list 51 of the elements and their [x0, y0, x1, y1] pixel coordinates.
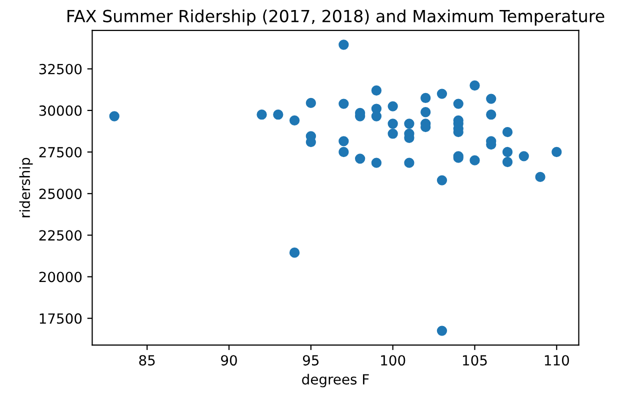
point [338, 146, 349, 158]
point [289, 115, 300, 126]
point [273, 110, 284, 120]
x-axis-title: degrees F [302, 374, 369, 388]
point [354, 154, 366, 164]
point [453, 98, 464, 109]
point [552, 146, 562, 158]
point [338, 40, 349, 50]
point [420, 92, 431, 104]
point [486, 110, 496, 120]
y-tick-label: 22500 [39, 230, 82, 241]
x-tick-label: 100 [381, 355, 406, 366]
point [289, 248, 300, 258]
point [436, 326, 448, 336]
point [535, 172, 546, 182]
x-tick-label: 95 [302, 355, 319, 366]
y-tick-label: 32500 [39, 64, 82, 74]
point [502, 146, 513, 158]
x-tick-label: 85 [139, 355, 155, 366]
y-axis-title: ridership [19, 158, 33, 218]
point [486, 94, 496, 104]
y-tick-label: 20000 [39, 272, 82, 282]
point [404, 158, 414, 168]
point [338, 98, 349, 109]
point [371, 85, 382, 96]
point [436, 175, 448, 186]
point [371, 111, 382, 122]
y-tick-label: 30000 [39, 105, 82, 116]
point [502, 156, 513, 168]
y-tick-label: 25000 [39, 188, 82, 200]
point [109, 111, 120, 122]
x-tick-label: 90 [221, 355, 237, 366]
point [256, 110, 267, 120]
point [502, 126, 513, 138]
chart-title: FAX Summer Ridership (2017, 2018) and Maximum Temperature [68, 9, 604, 26]
point [388, 118, 398, 129]
point [371, 158, 382, 168]
point [404, 118, 414, 129]
point [420, 107, 431, 118]
point [388, 101, 398, 112]
y-tick-label: 17500 [40, 313, 82, 324]
x-tick-label: 110 [544, 355, 569, 366]
x-tick-label: 105 [463, 355, 487, 366]
point [436, 88, 448, 99]
point [518, 151, 529, 162]
point [338, 136, 349, 146]
y-tick-label: 27500 [39, 146, 82, 158]
point [306, 98, 316, 108]
point [388, 128, 398, 139]
point [470, 80, 480, 91]
point [470, 155, 480, 166]
